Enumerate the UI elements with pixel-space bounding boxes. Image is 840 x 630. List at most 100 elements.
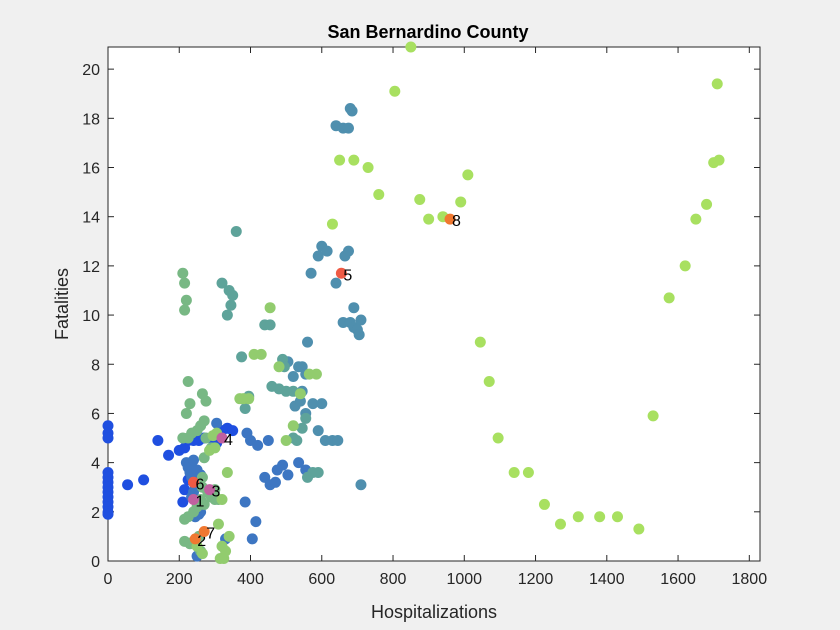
data-point — [214, 553, 226, 565]
x-tick-label: 1600 — [660, 571, 696, 588]
data-point — [179, 484, 191, 496]
x-tick-label: 1200 — [518, 571, 554, 588]
data-point — [414, 193, 426, 205]
data-point — [389, 85, 401, 97]
data-point — [223, 530, 235, 542]
data-point — [177, 267, 189, 279]
data-point — [346, 105, 358, 117]
y-tick-label: 4 — [91, 456, 100, 473]
data-point — [294, 388, 306, 400]
data-point — [326, 218, 338, 230]
data-point — [188, 454, 200, 466]
highlight-point — [198, 525, 210, 537]
data-point — [307, 398, 319, 410]
highlight-point — [189, 533, 201, 545]
data-point — [250, 516, 262, 528]
data-point — [209, 442, 221, 454]
highlight-label: 1 — [196, 494, 205, 511]
data-point — [122, 479, 134, 491]
data-point — [483, 375, 495, 387]
data-point — [633, 523, 645, 535]
x-tick-label: 600 — [308, 571, 335, 588]
data-point — [179, 277, 191, 289]
y-tick-label: 14 — [82, 210, 100, 227]
data-point — [663, 292, 675, 304]
data-point — [300, 412, 312, 424]
data-point — [508, 466, 520, 478]
data-point — [572, 511, 584, 523]
data-point — [355, 314, 367, 326]
y-tick-label: 10 — [82, 308, 100, 325]
data-point — [264, 319, 276, 331]
highlight-point — [188, 494, 200, 506]
data-point — [312, 425, 324, 437]
data-point — [713, 154, 725, 166]
x-axis-label: Hospitalizations — [371, 602, 497, 622]
x-tick-label: 200 — [166, 571, 193, 588]
data-point — [221, 309, 233, 321]
data-point — [330, 277, 342, 289]
y-axis-label: Fatalities — [52, 268, 72, 340]
data-point — [316, 398, 328, 410]
data-point — [287, 371, 299, 383]
highlight-label: 7 — [206, 525, 215, 542]
y-tick-label: 16 — [82, 161, 100, 178]
x-axis-ticks: 0 200 400 600 800 1000 1200 1400 1600 1800 — [104, 47, 768, 588]
data-point — [522, 466, 534, 478]
data-point — [332, 434, 344, 446]
data-point — [492, 432, 504, 444]
data-point — [211, 417, 223, 429]
data-point — [177, 432, 189, 444]
x-tick-label: 400 — [237, 571, 264, 588]
highlight-point — [188, 476, 200, 488]
highlight-point — [335, 267, 347, 279]
data-point — [310, 368, 322, 380]
highlight-label: 3 — [212, 484, 221, 501]
data-point — [679, 260, 691, 272]
data-point — [611, 511, 623, 523]
data-point — [474, 336, 486, 348]
highlight-label: 5 — [343, 267, 352, 284]
x-tick-label: 1800 — [732, 571, 768, 588]
data-point — [252, 439, 264, 451]
highlight-point — [204, 484, 216, 496]
y-tick-label: 2 — [91, 505, 100, 522]
data-point — [287, 420, 299, 432]
data-point — [269, 476, 281, 488]
data-point — [701, 198, 713, 210]
data-point — [405, 41, 417, 53]
data-point — [182, 375, 194, 387]
data-point — [296, 422, 308, 434]
data-point — [423, 213, 435, 225]
x-tick-label: 800 — [380, 571, 407, 588]
data-point — [355, 479, 367, 491]
data-point — [334, 154, 346, 166]
highlighted-points: 1 2 3 4 5 6 7 8 — [188, 213, 461, 550]
data-point — [196, 471, 208, 483]
data-point — [212, 518, 224, 530]
highlight-label: 2 — [197, 533, 206, 550]
data-point — [293, 457, 305, 469]
data-point — [262, 434, 274, 446]
data-point — [239, 403, 251, 415]
data-point — [200, 395, 212, 407]
x-tick-label: 0 — [104, 571, 113, 588]
highlight-label: 8 — [452, 213, 461, 230]
data-point — [152, 434, 164, 446]
data-point — [554, 518, 566, 530]
y-tick-label: 18 — [82, 111, 100, 128]
data-point — [271, 464, 283, 476]
data-point — [230, 225, 242, 237]
data-point — [225, 299, 237, 311]
x-tick-label: 1000 — [446, 571, 482, 588]
data-point — [455, 196, 467, 208]
data-point — [216, 494, 228, 506]
data-point — [180, 407, 192, 419]
data-point — [246, 533, 258, 545]
data-point — [216, 277, 228, 289]
highlight-point — [444, 213, 456, 225]
y-tick-label: 20 — [82, 62, 100, 79]
data-point — [711, 78, 723, 90]
